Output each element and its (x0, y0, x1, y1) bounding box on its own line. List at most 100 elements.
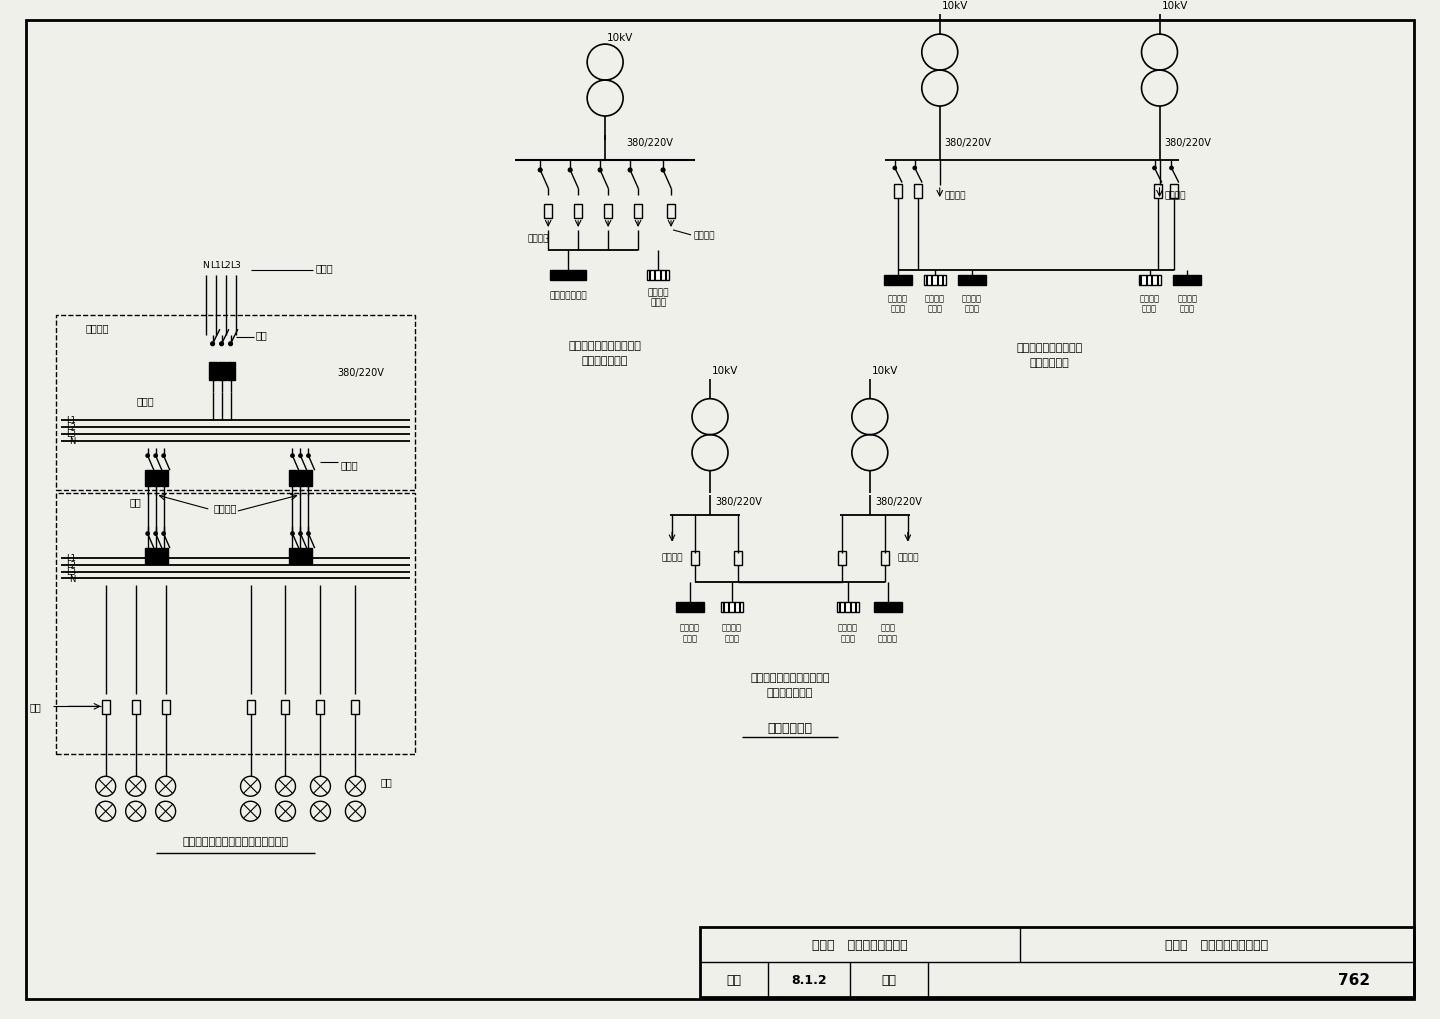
Circle shape (298, 532, 302, 536)
Text: 备用电源: 备用电源 (693, 231, 714, 240)
Circle shape (161, 532, 166, 536)
Text: 380/220V: 380/220V (876, 496, 922, 506)
Circle shape (298, 454, 302, 458)
Text: L3: L3 (66, 568, 76, 577)
Bar (958, 275, 986, 285)
Text: N: N (69, 575, 76, 584)
Text: 10kV: 10kV (711, 366, 739, 375)
Circle shape (539, 169, 543, 173)
Text: 进户线: 进户线 (315, 263, 333, 272)
Circle shape (145, 532, 150, 536)
Circle shape (1169, 167, 1174, 170)
Circle shape (161, 454, 166, 458)
Text: 10kV: 10kV (608, 33, 634, 43)
Text: 正常照明配电箱: 正常照明配电箱 (549, 291, 588, 300)
Text: L1: L1 (66, 416, 76, 425)
Text: 动力负荷: 动力负荷 (945, 192, 966, 201)
Text: 应急照明
配电箱: 应急照明 配电箱 (924, 293, 945, 313)
Circle shape (291, 532, 294, 536)
Text: 熔断器: 熔断器 (340, 461, 359, 470)
Circle shape (1152, 167, 1156, 170)
Text: 正常照明
配电箱: 正常照明 配电箱 (888, 293, 907, 313)
Text: 应急照明由两台变压器交叉: 应急照明由两台变压器交叉 (750, 673, 829, 683)
Text: 380/220V: 380/220V (626, 138, 674, 148)
Text: 分配电箱: 分配电箱 (213, 503, 238, 514)
Text: 车间照明系统: 车间照明系统 (1030, 358, 1070, 368)
Bar (153, 470, 160, 486)
Circle shape (307, 532, 310, 536)
Circle shape (569, 169, 572, 173)
Text: 正常照
明配电箱: 正常照 明配电箱 (878, 624, 897, 643)
Bar (246, 701, 255, 714)
Text: L1: L1 (66, 553, 76, 562)
Circle shape (598, 169, 602, 173)
Text: 动用负荷: 动用负荷 (527, 234, 549, 244)
Bar (217, 363, 226, 380)
Text: 动力负荷: 动力负荷 (661, 552, 683, 561)
Text: 动力负荷: 动力负荷 (1165, 192, 1187, 201)
Text: 380/220V: 380/220V (945, 138, 992, 148)
Circle shape (210, 342, 215, 346)
Text: 应急照明
配电箱: 应急照明 配电箱 (648, 287, 668, 307)
Bar (289, 548, 297, 564)
Bar (298, 470, 304, 486)
Bar (305, 470, 312, 486)
Bar (281, 701, 289, 714)
Text: 10kV: 10kV (942, 1, 968, 11)
Bar (914, 184, 922, 199)
Bar (226, 363, 235, 380)
Circle shape (219, 342, 223, 346)
Text: 应急照明
配电箱: 应急照明 配电箱 (838, 624, 858, 643)
Bar (734, 551, 742, 565)
Circle shape (307, 454, 310, 458)
Text: 供电的照明系统: 供电的照明系统 (766, 688, 814, 698)
Bar (675, 603, 704, 612)
Text: 动力与照明装置的供配电系统示意图: 动力与照明装置的供配电系统示意图 (183, 837, 288, 847)
Text: 动力负荷: 动力负荷 (897, 552, 919, 561)
Text: 照明与动力由一台变压器: 照明与动力由一台变压器 (569, 340, 642, 351)
Text: 应急照明
配配箱: 应急照明 配配箱 (721, 624, 742, 643)
Text: 电灯: 电灯 (380, 776, 392, 787)
Text: 干线: 干线 (130, 497, 141, 507)
Bar (691, 551, 698, 565)
Circle shape (154, 532, 157, 536)
Bar (605, 205, 612, 219)
Bar (884, 275, 912, 285)
Text: 380/220V: 380/220V (337, 368, 384, 377)
Text: 10kV: 10kV (871, 366, 899, 375)
Text: 典型供电方式: 典型供电方式 (768, 721, 812, 734)
Circle shape (628, 169, 632, 173)
Text: 总配电箱: 总配电箱 (86, 322, 109, 332)
Text: 变压器一干线式供电的: 变压器一干线式供电的 (1017, 342, 1083, 353)
Text: 380/220V: 380/220V (1165, 138, 1211, 148)
Text: N: N (69, 437, 76, 445)
Bar (56, 316, 415, 490)
Text: 支线: 支线 (29, 702, 40, 711)
Bar (874, 603, 901, 612)
Text: 图名: 图名 (881, 973, 896, 986)
Circle shape (154, 454, 157, 458)
Bar (894, 184, 901, 199)
Bar (1174, 275, 1201, 285)
Bar (667, 205, 675, 219)
Bar (544, 205, 552, 219)
Text: L1: L1 (210, 261, 220, 270)
Text: L3: L3 (66, 430, 76, 439)
Bar (153, 548, 160, 564)
Bar (289, 470, 297, 486)
Bar (575, 205, 582, 219)
Bar (1139, 275, 1161, 285)
Text: 8.1.2: 8.1.2 (791, 973, 827, 986)
Text: 正常照明
配电箱: 正常照明 配电箱 (680, 624, 700, 643)
Text: 762: 762 (1338, 972, 1371, 987)
Bar (1171, 184, 1178, 199)
Text: L2: L2 (66, 560, 76, 570)
Text: 10kV: 10kV (1162, 1, 1188, 11)
Bar (144, 470, 151, 486)
Text: N: N (202, 261, 209, 270)
Text: 第一节   建筑物内供配电系统: 第一节 建筑物内供配电系统 (1165, 938, 1269, 951)
Text: 第八章   建筑物内配电工程: 第八章 建筑物内配电工程 (812, 938, 907, 951)
Bar (144, 548, 151, 564)
Bar (700, 927, 1414, 997)
Bar (298, 548, 304, 564)
